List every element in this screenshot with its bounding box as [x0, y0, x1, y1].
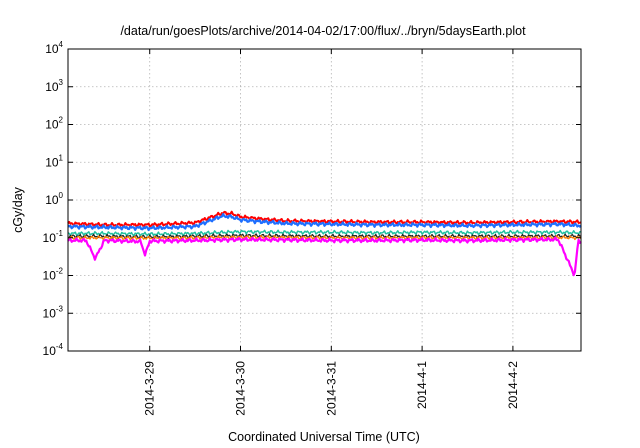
x-tick-label: 2014-4-1	[415, 361, 429, 409]
y-tick-label: 10-4	[43, 342, 64, 358]
x-tick-label: 2014-4-2	[506, 361, 520, 409]
y-tick-label: 103	[45, 78, 63, 94]
y-tick-label: 102	[45, 116, 63, 132]
series-line-6	[67, 236, 582, 277]
y-tick-label: 10-1	[43, 229, 64, 245]
x-tick-label: 2014-3-31	[324, 361, 338, 416]
y-tick-label: 10-3	[43, 304, 64, 320]
x-tick-label: 2014-3-30	[234, 361, 248, 416]
x-axis-label: Coordinated Universal Time (UTC)	[228, 430, 420, 444]
chart-title: /data/run/goesPlots/archive/2014-04-02/1…	[120, 24, 526, 38]
y-axis-label: cGy/day	[11, 186, 25, 233]
y-tick-label: 104	[45, 40, 63, 56]
series-layer	[67, 210, 582, 277]
y-tick-label: 10-2	[43, 267, 64, 283]
axis-ticks: 104 103 102 101 100 10-1 10-2 10-3 10-4 2014-3-29…	[43, 40, 581, 416]
series-line-2	[67, 213, 582, 232]
y-tick-label: 100	[45, 191, 63, 207]
x-tick-label: 2014-3-29	[143, 361, 157, 416]
grid-lines	[68, 49, 581, 351]
y-tick-label: 101	[45, 153, 63, 169]
series-line-3	[67, 229, 581, 237]
